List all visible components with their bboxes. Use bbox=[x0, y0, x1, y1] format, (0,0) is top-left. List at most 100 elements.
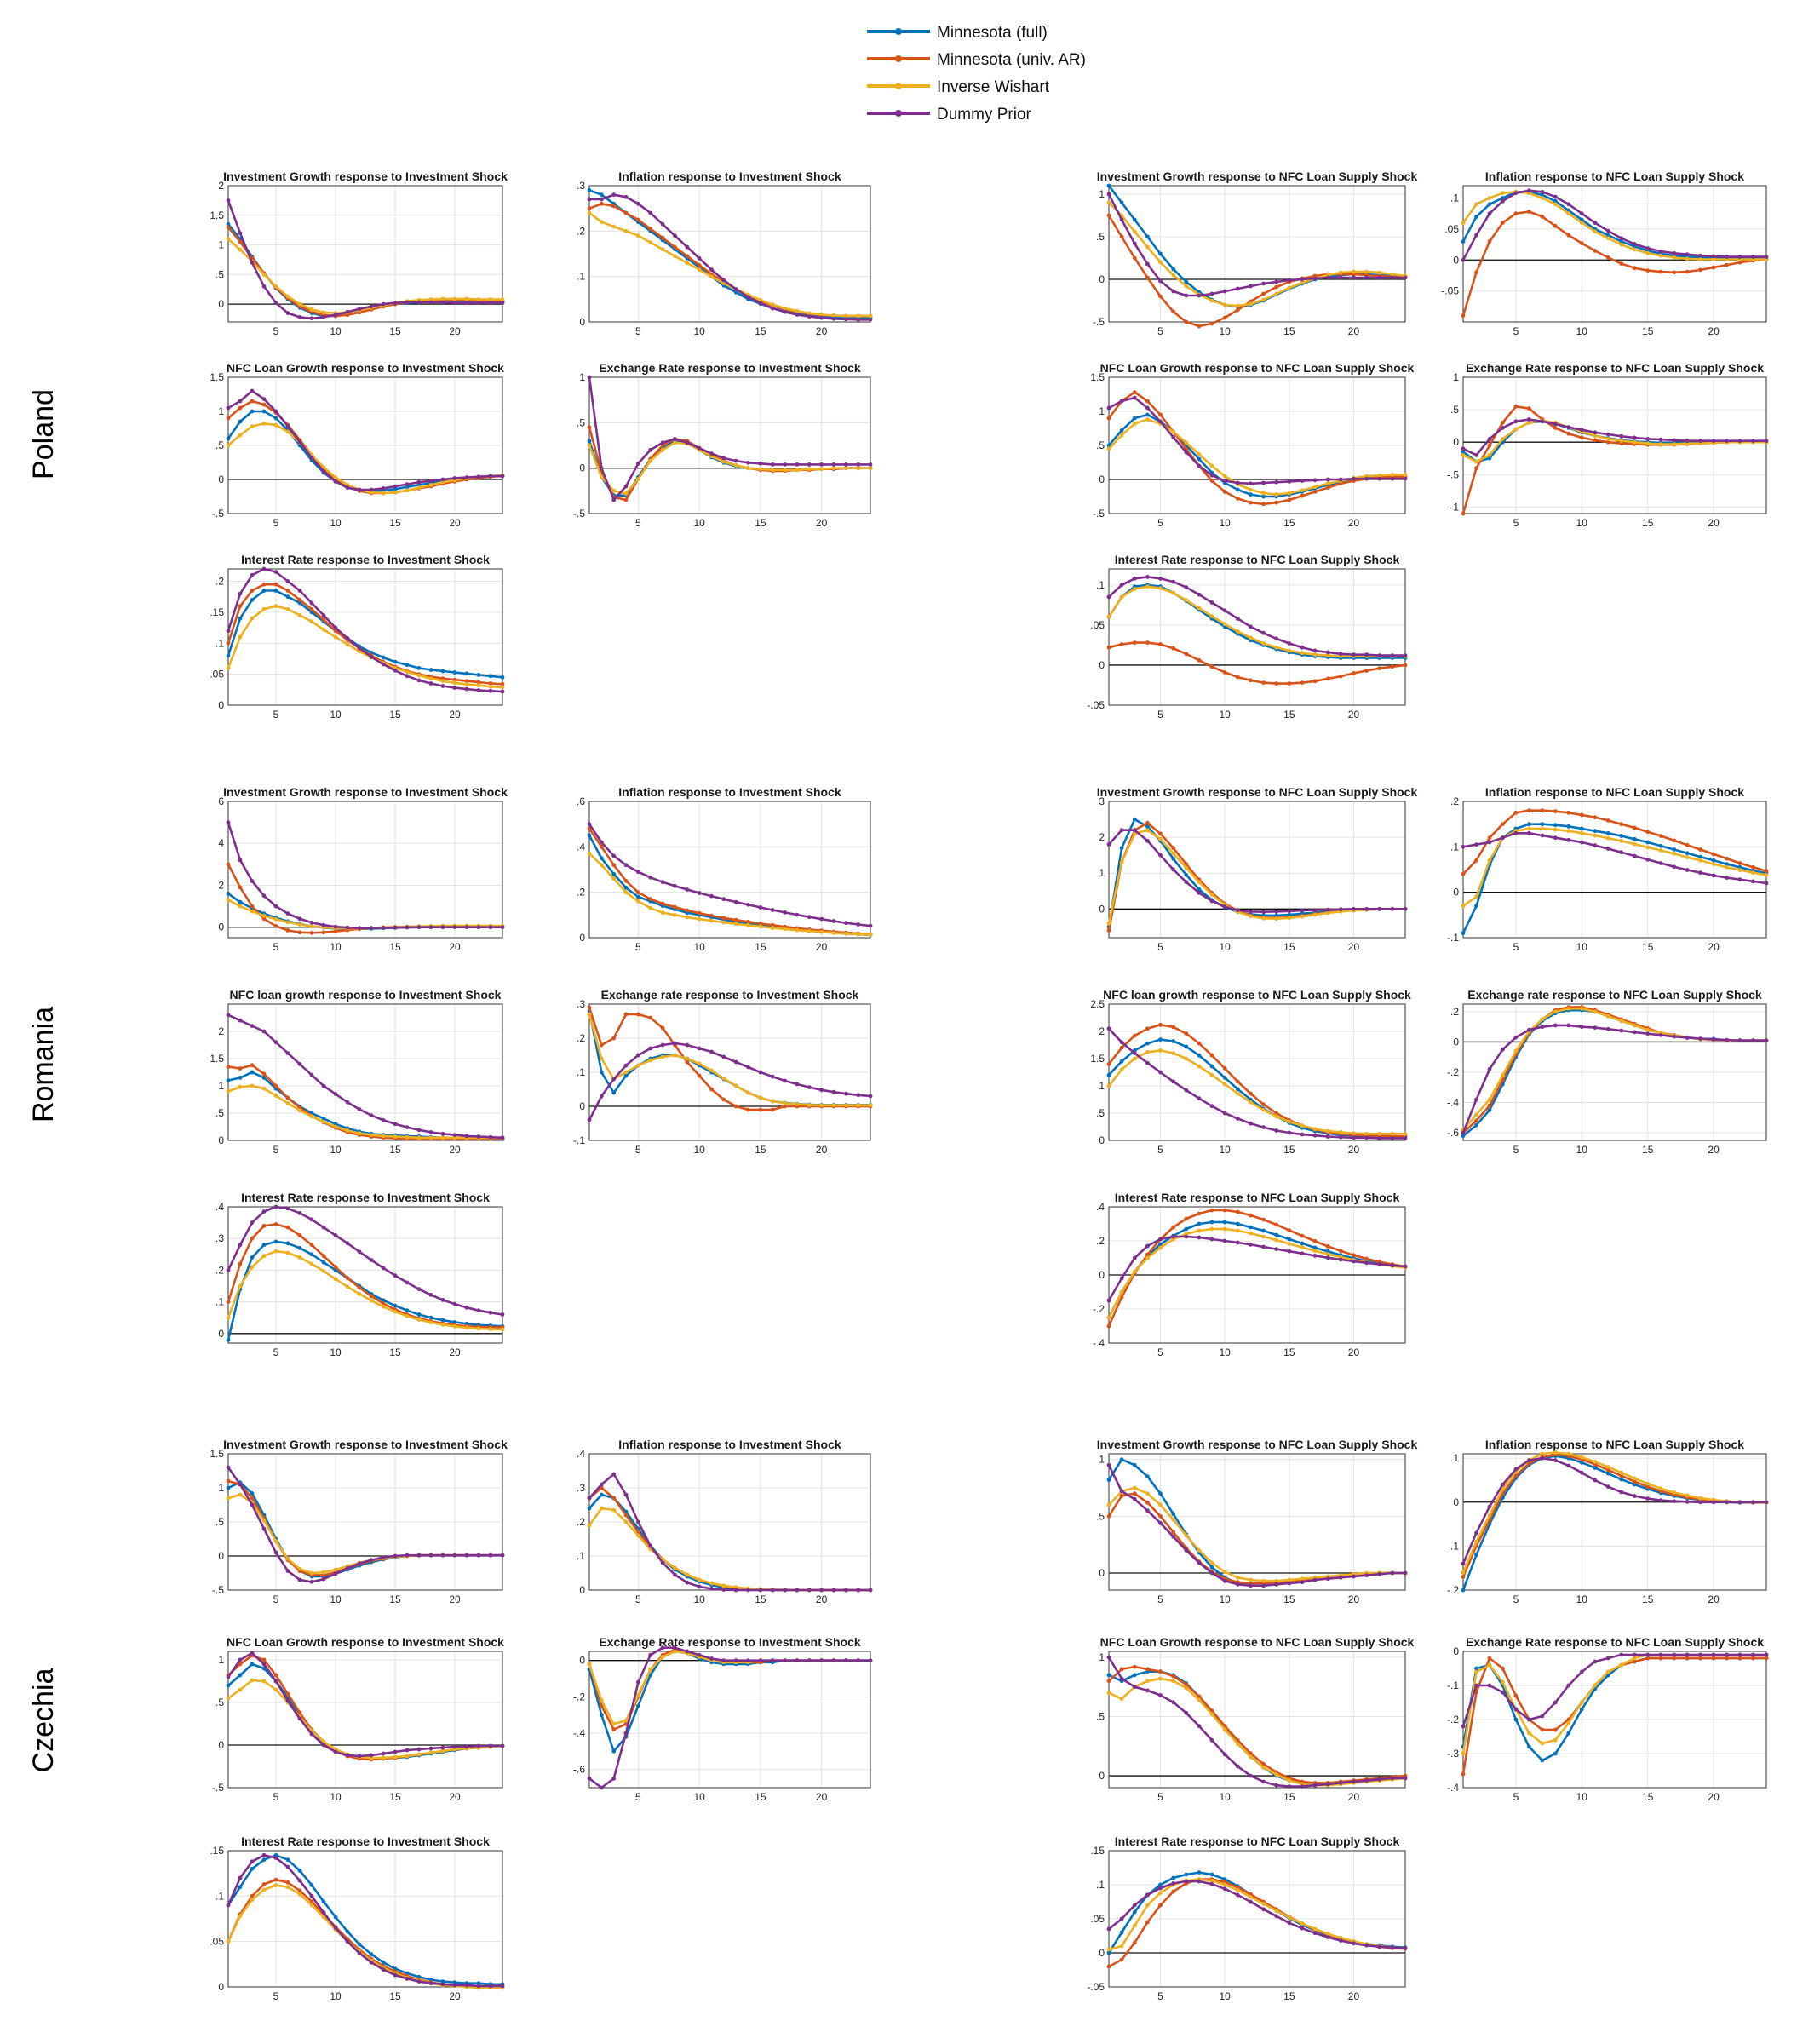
data-point bbox=[819, 916, 824, 922]
data-point bbox=[405, 1553, 410, 1558]
data-point bbox=[1605, 439, 1610, 445]
y-tick-label: .5 bbox=[1096, 231, 1105, 243]
data-point bbox=[452, 686, 457, 690]
data-point bbox=[285, 1225, 290, 1230]
data-point bbox=[709, 1656, 714, 1661]
data-point bbox=[673, 1565, 677, 1570]
data-point bbox=[770, 306, 775, 311]
data-point bbox=[587, 1005, 592, 1010]
data-point bbox=[1325, 1782, 1330, 1787]
data-point bbox=[1605, 835, 1610, 841]
data-point bbox=[868, 313, 873, 319]
data-point bbox=[1235, 1575, 1240, 1580]
data-point bbox=[673, 1645, 677, 1651]
y-tick-label: 1 bbox=[218, 239, 224, 251]
data-point bbox=[1171, 1889, 1176, 1894]
data-point bbox=[1566, 211, 1571, 216]
data-point bbox=[599, 1070, 604, 1075]
data-point bbox=[1605, 1669, 1610, 1674]
data-point bbox=[1474, 453, 1478, 457]
data-point bbox=[393, 1309, 398, 1314]
series-line bbox=[1108, 576, 1405, 657]
data-point bbox=[599, 1698, 604, 1702]
data-point bbox=[238, 1018, 243, 1023]
data-point bbox=[1145, 828, 1150, 833]
data-point bbox=[309, 606, 314, 611]
data-point bbox=[1312, 1783, 1318, 1788]
data-point bbox=[309, 600, 314, 606]
data-point bbox=[1145, 1688, 1150, 1693]
data-point bbox=[428, 668, 433, 672]
series-line bbox=[1108, 1027, 1405, 1140]
data-point bbox=[1312, 1133, 1318, 1138]
series-line bbox=[1461, 189, 1766, 261]
data-point bbox=[416, 1979, 422, 1984]
data-point bbox=[1566, 233, 1571, 238]
panel-title: Inflation response to NFC Loan Supply Sh… bbox=[1485, 169, 1744, 183]
data-point bbox=[599, 1042, 604, 1048]
data-point bbox=[1403, 476, 1408, 481]
data-point bbox=[1698, 439, 1702, 444]
data-point bbox=[369, 1258, 374, 1262]
data-point bbox=[1171, 267, 1176, 272]
y-tick-label: 0 bbox=[1099, 1134, 1105, 1146]
data-point bbox=[1171, 1881, 1176, 1886]
data-point bbox=[1632, 1494, 1637, 1498]
data-point bbox=[1145, 1474, 1150, 1479]
panel-title: Exchange Rate response to NFC Loan Suppl… bbox=[1466, 361, 1764, 375]
panel-title: Inflation response to Investment Shock bbox=[618, 169, 841, 183]
data-point bbox=[1119, 1957, 1124, 1962]
data-point bbox=[250, 1651, 255, 1656]
panel-title: Investment Growth response to Investment… bbox=[223, 785, 508, 799]
series-line bbox=[1462, 831, 1767, 885]
data-point bbox=[416, 1312, 422, 1317]
data-point bbox=[1487, 1662, 1492, 1668]
data-point bbox=[1171, 1679, 1176, 1684]
y-tick-label: 3 bbox=[1099, 795, 1105, 807]
y-tick-label: .2 bbox=[577, 1032, 585, 1044]
axes-frame bbox=[227, 568, 503, 706]
data-point bbox=[250, 904, 255, 909]
plot-area bbox=[1109, 186, 1405, 322]
data-point bbox=[1209, 1237, 1214, 1242]
data-point bbox=[1685, 269, 1690, 274]
data-point bbox=[648, 1543, 653, 1548]
data-point bbox=[1619, 239, 1624, 244]
series-line bbox=[1107, 1464, 1405, 1587]
data-point bbox=[1222, 1882, 1227, 1887]
data-point bbox=[488, 297, 493, 301]
data-point bbox=[1527, 1744, 1531, 1749]
data-point bbox=[250, 261, 255, 265]
data-point bbox=[1132, 1491, 1137, 1496]
data-point bbox=[1197, 1697, 1202, 1702]
data-point bbox=[416, 1747, 422, 1752]
data-point bbox=[1197, 606, 1202, 611]
x-tick-label: 15 bbox=[1283, 941, 1295, 953]
data-point bbox=[261, 1857, 267, 1863]
data-point bbox=[1593, 1683, 1598, 1688]
data-point bbox=[250, 388, 255, 393]
x-tick-label: 20 bbox=[1708, 1144, 1720, 1156]
data-point bbox=[1619, 1477, 1624, 1482]
panel-title: Exchange rate response to NFC Loan Suppl… bbox=[1467, 988, 1762, 1002]
x-tick-label: 5 bbox=[273, 1593, 279, 1605]
y-tick-label: 1.5 bbox=[210, 210, 224, 221]
data-point bbox=[1312, 1254, 1318, 1258]
data-point bbox=[321, 1254, 326, 1259]
data-point bbox=[819, 1088, 824, 1093]
x-tick-label: 15 bbox=[1642, 517, 1654, 529]
data-point bbox=[381, 301, 386, 307]
y-tick-label: -.6 bbox=[1447, 1127, 1459, 1139]
data-point bbox=[261, 402, 267, 407]
data-point bbox=[1487, 453, 1492, 457]
data-point bbox=[309, 1893, 314, 1898]
data-point bbox=[440, 684, 445, 688]
data-point bbox=[440, 669, 445, 674]
data-point bbox=[1300, 914, 1305, 919]
data-point bbox=[599, 1703, 604, 1708]
data-point bbox=[321, 1260, 326, 1265]
data-point bbox=[831, 1588, 836, 1593]
